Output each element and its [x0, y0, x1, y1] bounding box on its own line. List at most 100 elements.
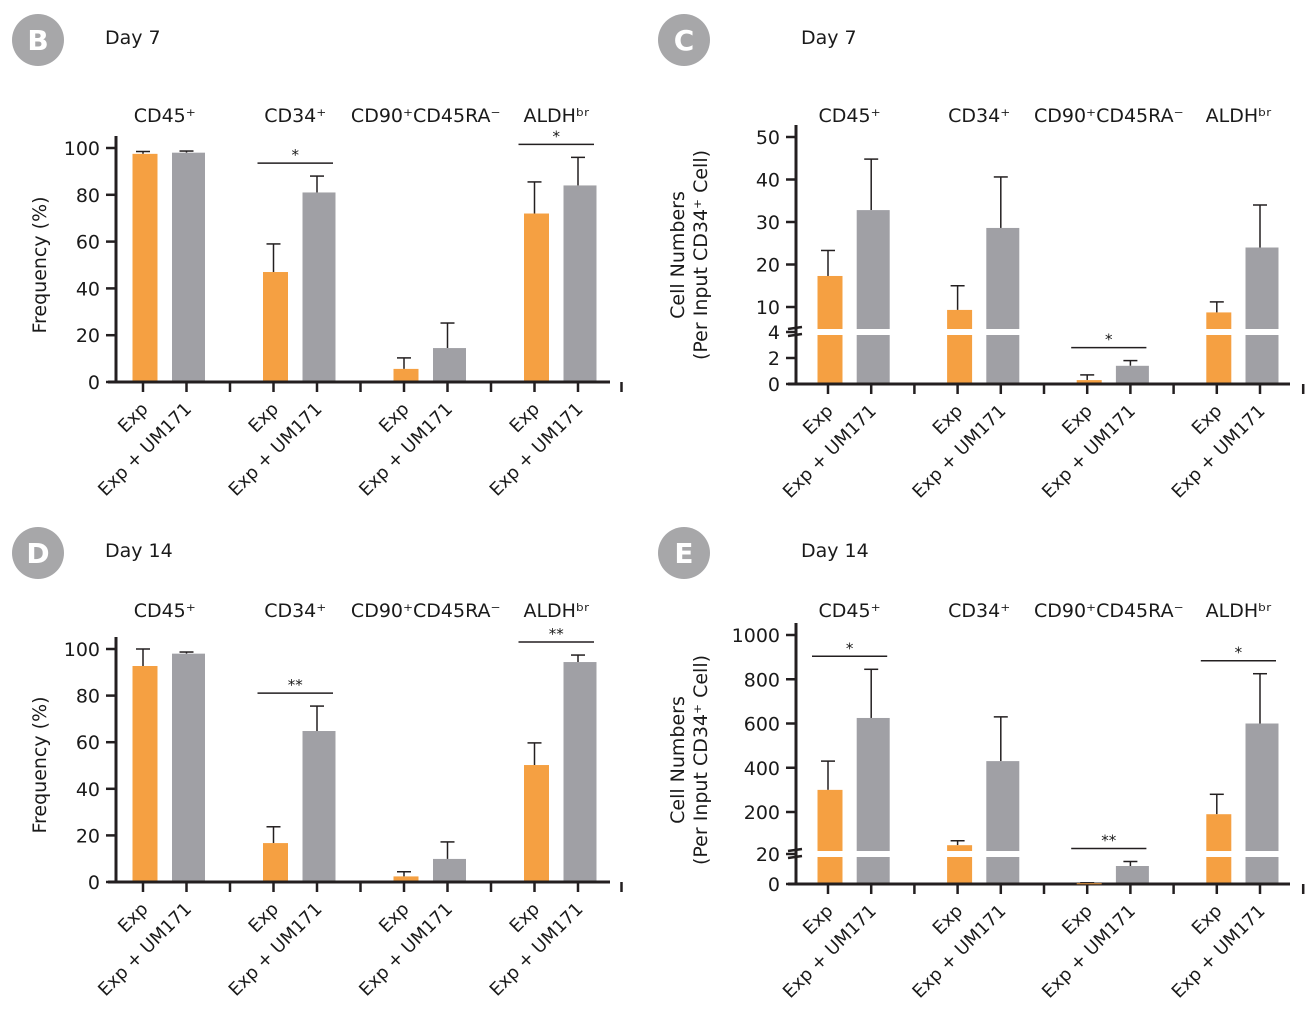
bar-break-gap — [1243, 329, 1281, 335]
group-label: CD34⁺ — [264, 600, 326, 622]
axis-break-mark — [787, 847, 803, 853]
y-tick-label: 20 — [756, 255, 780, 277]
x-category-label: Exp — [799, 401, 838, 440]
y-tick-label: 20 — [756, 844, 780, 866]
panel-b: B Day 7 0 20 40 60 80 100 Frequency (%) CD45⁺ Exp E… — [12, 14, 623, 501]
bar-exp-um171 — [986, 227, 1020, 383]
significance-label: * — [1235, 644, 1243, 662]
group-label: CD90⁺CD45RA⁻ — [351, 105, 501, 127]
bar-break-gap — [1200, 329, 1238, 335]
x-category-label: Exp — [1188, 901, 1227, 940]
y-tick-label: 0 — [88, 872, 100, 894]
axis-break-mark — [787, 325, 803, 331]
y-tick-label: 200 — [744, 802, 780, 824]
group-label: CD45⁺ — [134, 600, 196, 622]
panel-title: Day 7 — [801, 27, 857, 49]
bar-exp-um171 — [1245, 247, 1279, 383]
bar-exp — [263, 272, 288, 381]
significance-label: * — [846, 639, 854, 657]
bar-exp — [947, 309, 973, 383]
bar-exp — [393, 368, 419, 381]
bar-exp — [132, 666, 158, 881]
group-label: CD90⁺CD45RA⁻ — [1034, 105, 1184, 127]
bar-exp — [393, 876, 419, 881]
y-tick-label: 2 — [768, 348, 780, 370]
y-tick-label: 10 — [756, 297, 780, 319]
y-tick-label: 4 — [768, 322, 780, 344]
x-category-label: Exp — [929, 401, 968, 440]
y-tick-label: 0 — [768, 374, 780, 396]
bar-exp — [524, 765, 549, 881]
y-axis-label: Frequency (%) — [29, 696, 51, 833]
y-tick-label: 20 — [76, 325, 100, 347]
group-label: CD34⁺ — [264, 105, 326, 127]
y-tick-label: 600 — [744, 714, 780, 736]
panel-e: E Day 14 0 20 200 400 600 800 1000 Cell Numbers (P… — [658, 527, 1305, 1003]
bar-exp — [1076, 380, 1102, 383]
x-category-label: Exp — [1188, 401, 1227, 440]
axis-break-mark — [787, 332, 803, 338]
x-category-label: Exp — [375, 899, 414, 938]
significance-label: * — [553, 127, 561, 145]
panel-badge — [658, 527, 710, 579]
y-tick-label: 800 — [744, 669, 780, 691]
y-tick-label: 100 — [64, 138, 100, 160]
bar-break-gap — [941, 329, 979, 335]
bar-exp — [524, 213, 549, 381]
panel-letter: D — [26, 537, 49, 570]
group-label: CD45⁺ — [819, 105, 881, 127]
y-tick-label: 50 — [756, 127, 780, 149]
x-category-label: Exp — [799, 901, 838, 940]
group-label: CD45⁺ — [134, 105, 196, 127]
x-category-label: Exp — [506, 399, 545, 438]
x-category-label: Exp — [375, 399, 414, 438]
panel-badge — [12, 527, 64, 579]
bar-break-gap — [941, 851, 979, 857]
group-label: ALDHᵇʳ — [1206, 105, 1272, 127]
y-axis-label-sub: (Per Input CD34⁺ Cell) — [690, 150, 712, 360]
bar-exp-um171 — [172, 653, 205, 881]
panel-d: D Day 14 0 20 40 60 80 100 Frequency (%) CD45⁺ Exp… — [12, 527, 623, 1001]
panel-badge — [658, 14, 710, 66]
bar-exp — [1076, 883, 1102, 885]
bar-exp-um171 — [563, 185, 597, 381]
significance-label: ** — [1101, 832, 1117, 850]
y-axis-label: Frequency (%) — [29, 196, 51, 333]
bar-break-gap — [854, 851, 892, 857]
x-category-label: Exp — [929, 901, 968, 940]
bar-exp-um171 — [986, 761, 1020, 883]
x-category-label: Exp — [245, 899, 284, 938]
panel-badge — [12, 14, 64, 66]
group-label: ALDHᵇʳ — [523, 600, 589, 622]
panel-title: Day 14 — [105, 540, 173, 562]
bar-exp-um171 — [302, 731, 336, 881]
y-tick-label: 40 — [76, 278, 100, 300]
bar-exp — [263, 843, 288, 881]
group-label: CD34⁺ — [948, 600, 1010, 622]
y-axis-label: Cell Numbers — [667, 191, 689, 319]
y-tick-label: 0 — [768, 874, 780, 896]
y-tick-label: 60 — [76, 232, 100, 254]
y-tick-label: 1000 — [732, 625, 780, 647]
bar-exp — [132, 153, 158, 381]
panel-title: Day 14 — [801, 540, 869, 562]
group-label: CD34⁺ — [948, 105, 1010, 127]
panel-letter: E — [674, 537, 693, 570]
y-tick-label: 80 — [76, 686, 100, 708]
x-category-label: Exp — [114, 899, 153, 938]
group-label: CD90⁺CD45RA⁻ — [351, 600, 501, 622]
x-category-label: Exp — [506, 899, 545, 938]
y-tick-label: 20 — [76, 825, 100, 847]
significance-label: * — [1105, 331, 1113, 349]
bar-exp-um171 — [1245, 723, 1279, 883]
group-label: ALDHᵇʳ — [1206, 600, 1272, 622]
bar-exp-um171 — [856, 210, 890, 383]
y-tick-label: 80 — [76, 185, 100, 207]
y-tick-label: 0 — [88, 372, 100, 394]
bar-break-gap — [1243, 851, 1281, 857]
significance-label: * — [292, 146, 300, 164]
bar-break-gap — [984, 851, 1022, 857]
y-tick-label: 30 — [756, 212, 780, 234]
bar-exp-um171 — [856, 717, 890, 883]
